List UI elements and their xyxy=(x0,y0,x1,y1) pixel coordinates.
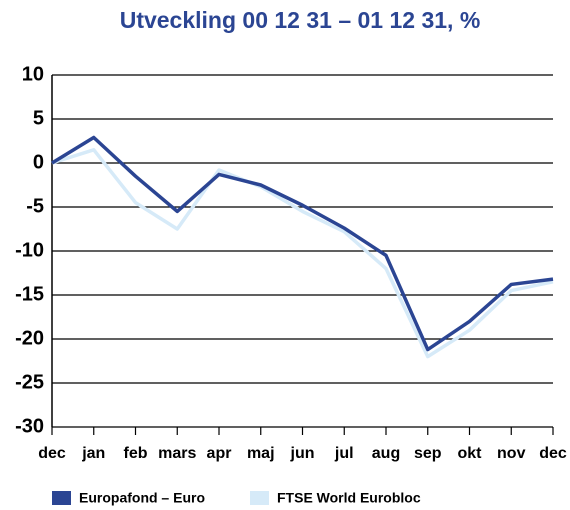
legend-swatch xyxy=(52,491,71,505)
x-tick-label: sep xyxy=(414,445,442,462)
x-tick-label: nov xyxy=(497,445,526,462)
series-line xyxy=(51,135,554,352)
y-tick-label: -15 xyxy=(15,283,44,305)
series-line xyxy=(51,148,554,359)
x-tick-label: aug xyxy=(372,445,400,462)
y-tick-label: -20 xyxy=(15,327,44,349)
y-tick-label: 10 xyxy=(22,63,44,85)
legend-label: Europafond – Euro xyxy=(79,490,205,506)
y-tick-label: -5 xyxy=(26,195,44,217)
y-tick-label: 5 xyxy=(33,107,44,129)
x-tick-label: jan xyxy=(81,445,105,462)
x-tick-label: dec xyxy=(539,445,567,462)
x-tick-label: jul xyxy=(334,445,354,462)
y-tick-label: -30 xyxy=(15,415,44,437)
x-tick-label: feb xyxy=(124,445,148,462)
x-tick-label: okt xyxy=(458,445,483,462)
y-tick-label: 0 xyxy=(33,151,44,173)
y-tick-label: -10 xyxy=(15,239,44,261)
x-tick-label: mars xyxy=(158,445,196,462)
y-tick-label: -25 xyxy=(15,371,44,393)
x-tick-label: jun xyxy=(290,445,315,462)
x-tick-label: apr xyxy=(207,445,232,462)
legend-label: FTSE World Eurobloc xyxy=(277,490,421,506)
legend-swatch xyxy=(250,491,269,505)
x-tick-label: dec xyxy=(38,445,66,462)
chart-title: Utveckling 00 12 31 – 01 12 31, % xyxy=(120,7,481,33)
x-tick-label: maj xyxy=(247,445,275,462)
